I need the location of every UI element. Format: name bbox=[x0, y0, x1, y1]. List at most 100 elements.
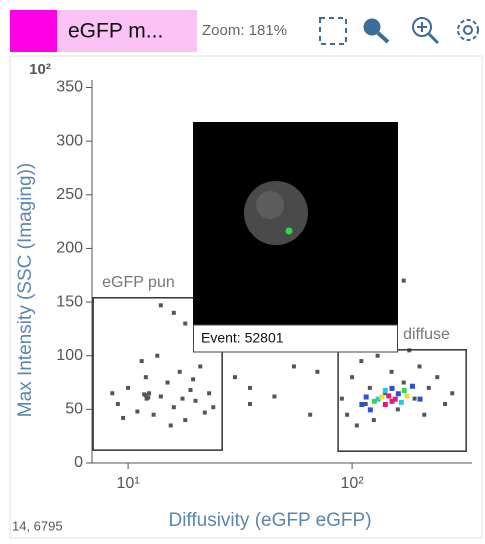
point bbox=[412, 396, 417, 401]
point bbox=[354, 423, 359, 428]
point bbox=[395, 407, 400, 412]
y-tick-label: 300 bbox=[56, 132, 83, 149]
point bbox=[211, 405, 216, 410]
point bbox=[155, 353, 160, 358]
search-tool[interactable] bbox=[363, 18, 390, 44]
point bbox=[193, 398, 198, 403]
point bbox=[363, 401, 368, 406]
population-label: eGFP m... bbox=[68, 20, 163, 43]
label-box[interactable] bbox=[57, 10, 197, 52]
point bbox=[426, 385, 431, 390]
icon bbox=[427, 32, 440, 45]
caption-box bbox=[193, 324, 398, 353]
point bbox=[180, 396, 185, 401]
gate bbox=[337, 349, 467, 452]
point bbox=[147, 391, 152, 396]
gate-label: diffuse bbox=[403, 326, 450, 343]
plot-frame bbox=[9, 55, 483, 539]
point bbox=[171, 310, 176, 315]
icon bbox=[363, 18, 381, 36]
icon bbox=[463, 25, 473, 35]
point bbox=[135, 409, 140, 414]
cell-detail bbox=[256, 191, 284, 219]
point bbox=[450, 391, 455, 396]
point bbox=[392, 396, 398, 402]
zoom-tool[interactable] bbox=[412, 17, 440, 45]
point bbox=[389, 385, 395, 391]
point bbox=[375, 353, 380, 358]
y-exponent: 10² bbox=[29, 61, 51, 78]
point bbox=[139, 359, 144, 364]
point bbox=[168, 423, 173, 428]
point bbox=[443, 401, 448, 406]
point bbox=[202, 410, 207, 415]
green-spot bbox=[285, 227, 293, 235]
point bbox=[367, 385, 372, 390]
point bbox=[382, 391, 387, 396]
y-tick-label: 100 bbox=[56, 347, 83, 364]
point bbox=[183, 321, 188, 326]
point bbox=[417, 364, 422, 369]
point bbox=[422, 412, 427, 417]
point bbox=[144, 396, 149, 401]
gate-label: eGFP pun bbox=[102, 274, 175, 291]
icon bbox=[457, 19, 479, 41]
select-tool[interactable] bbox=[319, 17, 347, 45]
point bbox=[171, 405, 176, 410]
point bbox=[359, 401, 365, 407]
point bbox=[389, 398, 395, 404]
event-popup: Event: 52801 bbox=[193, 122, 398, 353]
point bbox=[404, 393, 410, 399]
icon bbox=[376, 31, 390, 44]
y-tick-label: 0 bbox=[74, 454, 83, 471]
point bbox=[183, 418, 188, 423]
point bbox=[389, 369, 394, 374]
point bbox=[398, 399, 404, 405]
point bbox=[375, 396, 381, 402]
point bbox=[401, 278, 406, 283]
point bbox=[386, 393, 392, 399]
y-tick-label: 200 bbox=[56, 240, 83, 257]
y-tick-label: 150 bbox=[56, 293, 83, 310]
point bbox=[417, 396, 423, 402]
point bbox=[151, 412, 156, 417]
point bbox=[339, 396, 344, 401]
point bbox=[188, 388, 193, 393]
icon bbox=[412, 17, 432, 37]
color-swatch[interactable] bbox=[10, 10, 57, 52]
point bbox=[232, 375, 237, 380]
point bbox=[247, 385, 252, 390]
point bbox=[198, 364, 203, 369]
gate bbox=[92, 297, 223, 451]
y-tick-label: 50 bbox=[65, 401, 83, 418]
point bbox=[435, 375, 440, 380]
point bbox=[371, 418, 376, 423]
point bbox=[207, 391, 212, 396]
y-tick-label: 350 bbox=[56, 79, 83, 96]
status-coordinates: 14, 6795 bbox=[12, 518, 63, 533]
point bbox=[382, 401, 388, 407]
point bbox=[345, 412, 350, 417]
point bbox=[121, 415, 126, 420]
point bbox=[247, 401, 252, 406]
event-caption: Event: 52801 bbox=[201, 330, 284, 346]
point bbox=[143, 375, 148, 380]
point bbox=[177, 369, 182, 374]
point bbox=[110, 391, 115, 396]
zoom-text: Zoom: 181% bbox=[202, 22, 287, 39]
x-tick-label: 10² bbox=[341, 475, 365, 492]
point bbox=[359, 359, 364, 364]
point bbox=[115, 401, 120, 406]
y-axis-label: Max Intensity (SSC (Imaging)) bbox=[15, 163, 36, 417]
point bbox=[363, 394, 369, 400]
point bbox=[401, 380, 406, 385]
point bbox=[367, 407, 373, 413]
point bbox=[409, 383, 415, 389]
point bbox=[158, 303, 163, 308]
point bbox=[395, 391, 401, 397]
x-tick-label: 10¹ bbox=[117, 475, 140, 492]
settings-tool[interactable] bbox=[457, 19, 479, 41]
point bbox=[291, 364, 296, 369]
point bbox=[165, 380, 170, 385]
